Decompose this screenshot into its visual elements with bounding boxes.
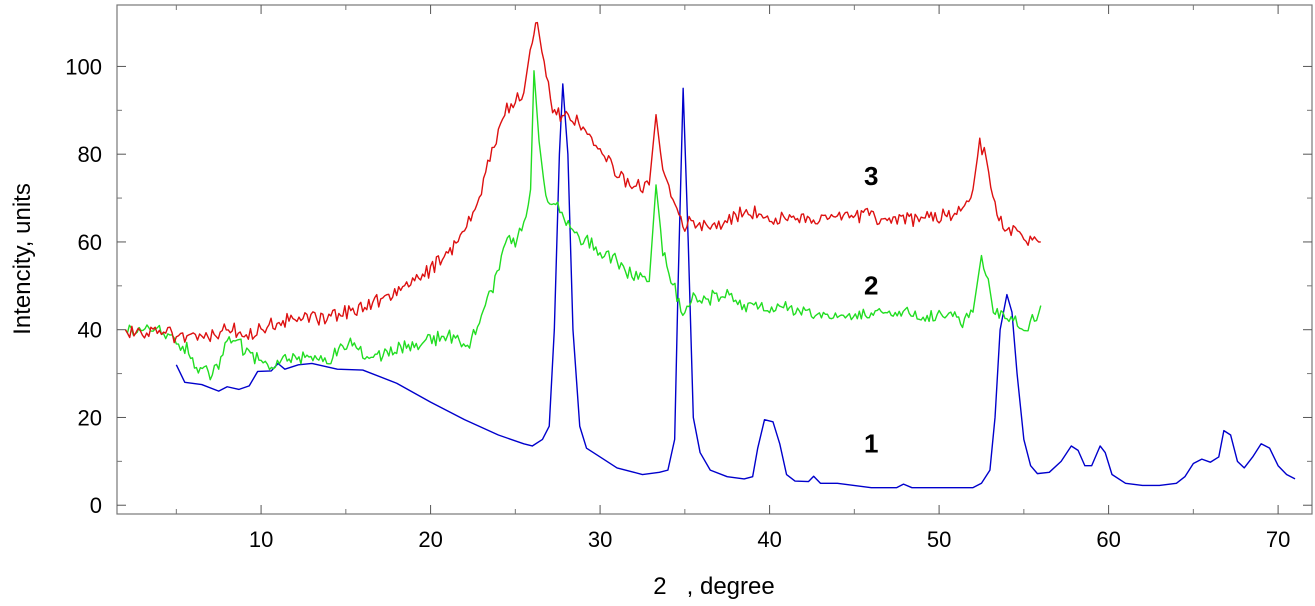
- series-layer: [124, 21, 1296, 489]
- y-axis: 0 20 40 60 80 100: [65, 54, 1312, 518]
- y-axis-label: Intencity, units: [9, 183, 36, 335]
- series-tag-3: 3: [864, 161, 878, 191]
- x-axis: 10 20 30 40 50 60 70: [175, 5, 1290, 552]
- x-tick-label: 20: [418, 527, 442, 552]
- series-tags: 1 2 3: [864, 161, 878, 459]
- x-tick-label: 60: [1096, 527, 1120, 552]
- x-tick-label: 10: [249, 527, 273, 552]
- x-tick-label: 30: [588, 527, 612, 552]
- series-line-1: [175, 83, 1296, 489]
- x-tick-label: 50: [927, 527, 951, 552]
- x-tick-label: 70: [1266, 527, 1290, 552]
- series-line-3: [124, 21, 1041, 344]
- series-line-2: [124, 70, 1042, 381]
- x-tick-label: 40: [757, 527, 781, 552]
- plot-frame: [116, 4, 1313, 515]
- y-tick-label: 60: [78, 230, 102, 255]
- y-tick-label: 40: [78, 318, 102, 343]
- y-tick-label: 100: [65, 54, 102, 79]
- y-tick-label: 20: [78, 405, 102, 430]
- series-tag-1: 1: [864, 429, 878, 459]
- series-tag-2: 2: [864, 271, 878, 301]
- y-tick-label: 0: [90, 493, 102, 518]
- y-tick-label: 80: [78, 142, 102, 167]
- x-axis-label: 2 , degree: [653, 573, 774, 600]
